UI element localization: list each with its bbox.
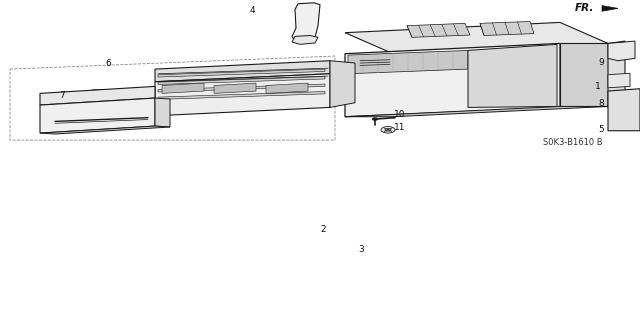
Text: 8: 8: [598, 99, 604, 108]
Bar: [410, 77, 426, 81]
Bar: [498, 63, 512, 68]
Bar: [430, 77, 446, 81]
Bar: [516, 52, 530, 57]
Bar: [480, 63, 494, 68]
Polygon shape: [345, 107, 608, 117]
Polygon shape: [40, 86, 155, 105]
Polygon shape: [158, 84, 325, 92]
Polygon shape: [345, 43, 560, 117]
Circle shape: [381, 127, 395, 133]
Polygon shape: [608, 89, 640, 131]
Text: 1: 1: [595, 82, 601, 91]
Polygon shape: [155, 61, 330, 82]
Polygon shape: [158, 92, 325, 100]
Bar: [534, 86, 548, 91]
Polygon shape: [608, 41, 625, 108]
Polygon shape: [608, 73, 630, 88]
Bar: [498, 97, 512, 102]
Polygon shape: [40, 126, 170, 134]
Bar: [352, 83, 368, 87]
Circle shape: [547, 27, 559, 33]
Text: 9: 9: [598, 58, 604, 67]
Circle shape: [372, 118, 378, 121]
Text: 4: 4: [249, 6, 255, 15]
Bar: [534, 75, 548, 79]
Bar: [498, 52, 512, 57]
Polygon shape: [608, 41, 635, 61]
Circle shape: [350, 83, 366, 90]
Bar: [534, 63, 548, 68]
Circle shape: [353, 100, 363, 105]
Text: 6: 6: [105, 59, 111, 68]
Polygon shape: [348, 50, 468, 74]
Polygon shape: [330, 61, 355, 108]
Bar: [498, 86, 512, 91]
Text: 5: 5: [598, 125, 604, 134]
Bar: [516, 86, 530, 91]
Polygon shape: [602, 6, 618, 11]
Polygon shape: [407, 23, 470, 37]
Bar: [534, 97, 548, 102]
Bar: [480, 75, 494, 79]
Bar: [516, 75, 530, 79]
Circle shape: [342, 79, 374, 94]
Polygon shape: [468, 44, 557, 108]
Bar: [516, 97, 530, 102]
Bar: [480, 52, 494, 57]
Polygon shape: [155, 98, 170, 127]
Bar: [516, 63, 530, 68]
Polygon shape: [162, 83, 204, 93]
Circle shape: [356, 85, 360, 87]
Polygon shape: [345, 22, 608, 54]
Circle shape: [550, 29, 556, 32]
Bar: [350, 77, 366, 81]
Polygon shape: [292, 3, 320, 42]
Circle shape: [335, 99, 347, 105]
Polygon shape: [560, 43, 608, 107]
Circle shape: [328, 77, 338, 82]
Bar: [418, 83, 434, 87]
Polygon shape: [40, 98, 155, 133]
Bar: [390, 77, 406, 81]
Polygon shape: [155, 74, 330, 116]
Bar: [534, 52, 548, 57]
Bar: [480, 86, 494, 91]
Text: S0K3-B1610 B: S0K3-B1610 B: [543, 138, 603, 147]
Text: 11: 11: [394, 122, 406, 131]
Polygon shape: [158, 77, 325, 85]
Polygon shape: [292, 35, 318, 44]
Bar: [480, 97, 494, 102]
Polygon shape: [266, 83, 308, 93]
Bar: [396, 83, 412, 87]
Text: 10: 10: [394, 110, 406, 119]
Circle shape: [321, 74, 345, 85]
Circle shape: [335, 93, 347, 99]
Bar: [370, 77, 386, 81]
Polygon shape: [480, 21, 534, 35]
Bar: [498, 75, 512, 79]
Circle shape: [346, 97, 370, 108]
Text: 3: 3: [358, 245, 364, 254]
Text: FR.: FR.: [575, 4, 595, 13]
Circle shape: [385, 129, 391, 131]
Polygon shape: [214, 83, 256, 93]
Text: 7: 7: [59, 91, 65, 100]
Circle shape: [96, 97, 100, 99]
Bar: [374, 83, 390, 87]
Circle shape: [339, 94, 344, 97]
Text: 2: 2: [320, 225, 326, 234]
Polygon shape: [158, 69, 325, 77]
